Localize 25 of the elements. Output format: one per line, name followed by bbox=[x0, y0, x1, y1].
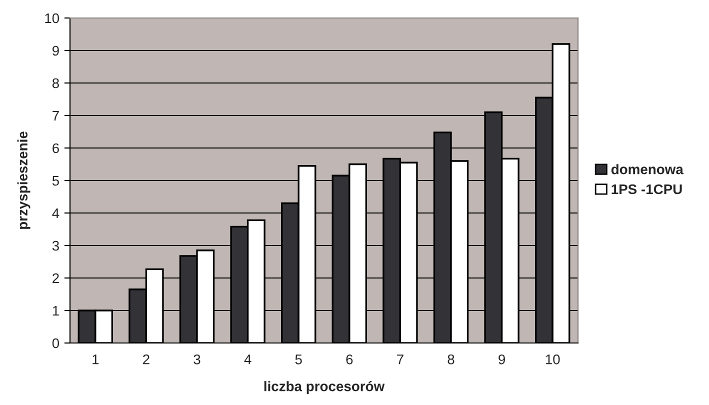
x-tick-label: 4 bbox=[244, 354, 252, 364]
y-tick-label: 2 bbox=[52, 273, 59, 284]
x-tick-label: 10 bbox=[546, 354, 560, 364]
y-tick-label: 10 bbox=[45, 13, 60, 24]
x-tick-label: 7 bbox=[397, 354, 404, 364]
legend-label: domenowa bbox=[611, 164, 684, 174]
y-tick-label: 6 bbox=[52, 143, 59, 154]
x-tick-label: 2 bbox=[143, 354, 150, 364]
y-tick-label: 1 bbox=[52, 306, 59, 316]
x-tick-label: 6 bbox=[346, 354, 353, 364]
x-tick-label: 8 bbox=[448, 354, 454, 364]
y-tick-label: 8 bbox=[52, 78, 59, 88]
y-tick-label: 0 bbox=[52, 338, 60, 348]
y-tick-label: 9 bbox=[52, 46, 59, 56]
legend-label: 1PS -1CPU bbox=[612, 184, 682, 194]
x-axis-title: liczba procesorów bbox=[264, 380, 385, 394]
y-axis-title: przyspieszenie bbox=[17, 132, 30, 229]
x-tick-label: 9 bbox=[498, 354, 506, 364]
x-tick-label: 5 bbox=[295, 354, 302, 364]
y-tick-label: 7 bbox=[52, 110, 59, 121]
x-tick-label: 3 bbox=[194, 354, 200, 364]
y-tick-label: 4 bbox=[52, 208, 60, 218]
y-tick-label: 5 bbox=[52, 176, 59, 186]
y-tick-label: 3 bbox=[52, 240, 59, 251]
x-tick-label: 1 bbox=[92, 354, 99, 364]
